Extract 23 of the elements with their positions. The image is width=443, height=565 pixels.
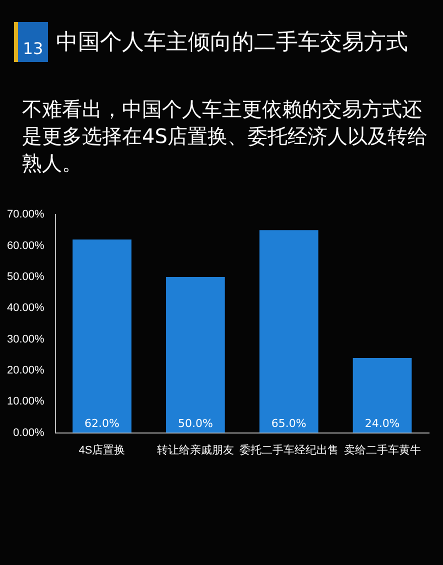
data-label: 24.0% — [364, 417, 400, 430]
y-tick-label: 10.00% — [6, 396, 45, 408]
bar — [352, 358, 412, 433]
data-label: 65.0% — [271, 417, 306, 430]
bar — [166, 276, 225, 433]
y-tick-label: 20.00% — [6, 364, 45, 376]
x-tick-label: 卖给二手车黄牛 — [344, 443, 421, 456]
data-label: 62.0% — [84, 417, 120, 430]
y-tick-label: 30.00% — [6, 333, 45, 346]
chart-title: 中国个人车主倾向的二手车交易方式 — [56, 29, 409, 57]
text: 13 — [14, 22, 48, 62]
bar — [259, 230, 318, 433]
y-tick-label: 60.00% — [6, 240, 45, 252]
x-tick-label: 转让给亲戚朋友 — [156, 443, 234, 456]
chart-subtitle: 不难看出，中国个人车主更依赖的交易方式还是更多选择在4S店置换、委托经济人以及转给熟人。 — [22, 96, 428, 177]
data-label: 50.0% — [178, 417, 213, 430]
x-tick-label: 4S店置换 — [78, 443, 126, 456]
y-tick-label: 40.00% — [6, 302, 45, 314]
x-tick-label: 委托二手车经纪出售 — [239, 443, 338, 456]
y-tick-label: 50.00% — [6, 270, 45, 283]
y-tick-label: 70.00% — [6, 208, 45, 221]
bar — [72, 240, 132, 433]
y-tick-label: 0.00% — [13, 426, 45, 439]
